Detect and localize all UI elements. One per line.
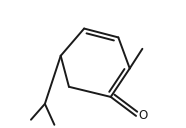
Text: O: O [138,109,148,122]
